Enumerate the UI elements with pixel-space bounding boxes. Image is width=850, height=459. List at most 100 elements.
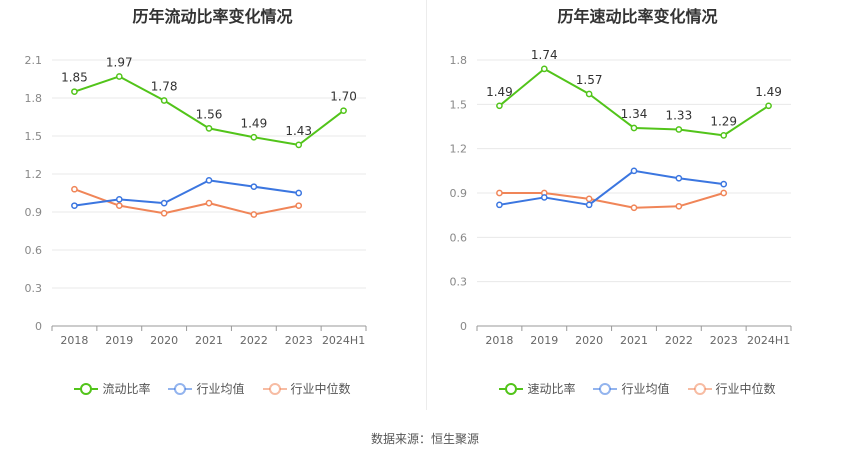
legend-marker <box>80 382 93 395</box>
legend-item[interactable]: 行业中位数 <box>262 380 351 397</box>
legend-swatch-icon <box>687 382 712 395</box>
data-point <box>630 204 638 212</box>
data-point <box>496 201 503 209</box>
data-point <box>160 199 168 207</box>
data-point <box>496 102 503 110</box>
data-label: 1.57 <box>576 73 603 87</box>
data-label: 1.33 <box>665 108 692 122</box>
legend-marker <box>693 382 706 395</box>
data-source: 数据来源：恒生聚源 <box>370 432 479 446</box>
legend-swatch-icon <box>262 382 287 395</box>
legend-swatch-icon <box>499 382 524 395</box>
x-tick-label: 2023 <box>285 334 313 347</box>
data-point <box>205 125 213 132</box>
legend-label: 行业中位数 <box>715 382 776 396</box>
y-tick-label: 1.5 <box>25 130 43 143</box>
legend-item[interactable]: 速动比率 <box>499 380 575 397</box>
legend-label: 速动比率 <box>527 382 576 396</box>
data-point <box>675 174 683 182</box>
data-point <box>340 107 347 115</box>
y-tick-label: 1.5 <box>450 98 468 111</box>
x-tick-label: 2019 <box>530 334 558 347</box>
legend-marker <box>599 382 612 395</box>
data-point <box>720 189 728 197</box>
y-tick-label: 0.9 <box>25 206 43 219</box>
data-point <box>630 167 638 175</box>
legend-marker <box>268 382 281 395</box>
data-point <box>71 202 78 210</box>
legend-label: 行业均值 <box>621 382 670 396</box>
chart-title: 历年速动比率变化情况 <box>557 7 718 26</box>
data-point <box>250 211 258 218</box>
x-tick-label: 2024H1 <box>322 334 365 347</box>
data-point <box>720 132 728 139</box>
y-tick-label: 0.9 <box>450 187 468 200</box>
legend-item[interactable]: 行业均值 <box>593 380 670 397</box>
current-ratio-chart: 0 0.3 0.6 0.9 1.2 1.5 1.8 2.1 2018 2019 2020 2021 20… <box>25 54 367 347</box>
data-label: 1.85 <box>61 71 88 85</box>
y-tick-label: 0.3 <box>25 282 43 295</box>
y-tick-label: 1.2 <box>25 168 43 181</box>
legend-label: 流动比率 <box>102 382 151 396</box>
series-line <box>499 169 724 206</box>
data-point <box>295 202 303 210</box>
data-point <box>250 133 258 141</box>
data-point <box>295 141 303 149</box>
y-tick-label: 0 <box>460 320 467 333</box>
legend-label: 行业中位数 <box>290 382 351 396</box>
data-point <box>295 189 303 197</box>
legend-swatch-icon <box>593 382 618 395</box>
data-label: 1.56 <box>196 107 223 121</box>
data-point <box>115 195 123 203</box>
data-point <box>765 102 772 110</box>
data-label: 1.97 <box>106 55 133 69</box>
panel-divider <box>426 0 427 410</box>
y-tick-label: 2.1 <box>25 54 43 67</box>
legend-swatch-icon <box>74 382 99 395</box>
data-point <box>115 202 123 210</box>
y-tick-label: 0 <box>35 320 42 333</box>
legend-marker <box>505 382 518 395</box>
data-label: 1.70 <box>330 90 357 104</box>
data-point <box>675 126 683 133</box>
data-point <box>160 97 168 104</box>
data-label: 1.34 <box>621 107 648 121</box>
x-tick-label: 2019 <box>105 334 133 347</box>
y-tick-label: 1.2 <box>450 143 468 156</box>
x-tick-label: 2024H1 <box>747 334 790 347</box>
data-point <box>71 88 78 96</box>
x-tick-label: 2022 <box>665 334 693 347</box>
legend-item[interactable]: 行业中位数 <box>687 380 776 397</box>
data-point <box>205 176 213 184</box>
series-line <box>74 188 299 216</box>
data-point <box>675 202 683 210</box>
chart-legend: 速动比率 行业均值 行业中位数 <box>425 380 850 397</box>
legend-label: 行业均值 <box>196 382 245 396</box>
legend-item[interactable]: 行业均值 <box>168 380 245 397</box>
data-point <box>71 185 78 193</box>
x-tick-label: 2018 <box>485 334 513 347</box>
data-point <box>585 201 593 209</box>
data-label: 1.43 <box>285 124 312 138</box>
x-tick-label: 2020 <box>575 334 603 347</box>
data-point <box>585 195 593 203</box>
chart-title: 历年流动比率变化情况 <box>132 7 293 26</box>
quick-ratio-panel: 历年速动比率变化情况 0 0.3 0.6 0.9 1.2 1.5 1.8 2018 2019 20… <box>425 0 850 410</box>
x-tick-label: 2020 <box>150 334 178 347</box>
x-tick-label: 2021 <box>620 334 648 347</box>
data-point <box>250 183 258 191</box>
y-tick-label: 0.6 <box>25 244 43 257</box>
quick-ratio-chart: 0 0.3 0.6 0.9 1.2 1.5 1.8 2018 2019 2020 2021 2022 2… <box>450 48 792 347</box>
legend-item[interactable]: 流动比率 <box>74 380 150 397</box>
y-tick-label: 1.8 <box>450 54 468 67</box>
data-point <box>496 189 503 197</box>
x-tick-label: 2023 <box>710 334 738 347</box>
data-label: 1.49 <box>755 85 782 99</box>
y-tick-label: 0.3 <box>450 276 468 289</box>
legend-marker <box>174 382 187 395</box>
y-tick-label: 1.8 <box>25 92 43 105</box>
data-point <box>720 180 728 188</box>
data-label: 1.49 <box>486 85 513 99</box>
data-label: 1.74 <box>531 48 558 62</box>
y-tick-label: 0.6 <box>450 231 468 244</box>
